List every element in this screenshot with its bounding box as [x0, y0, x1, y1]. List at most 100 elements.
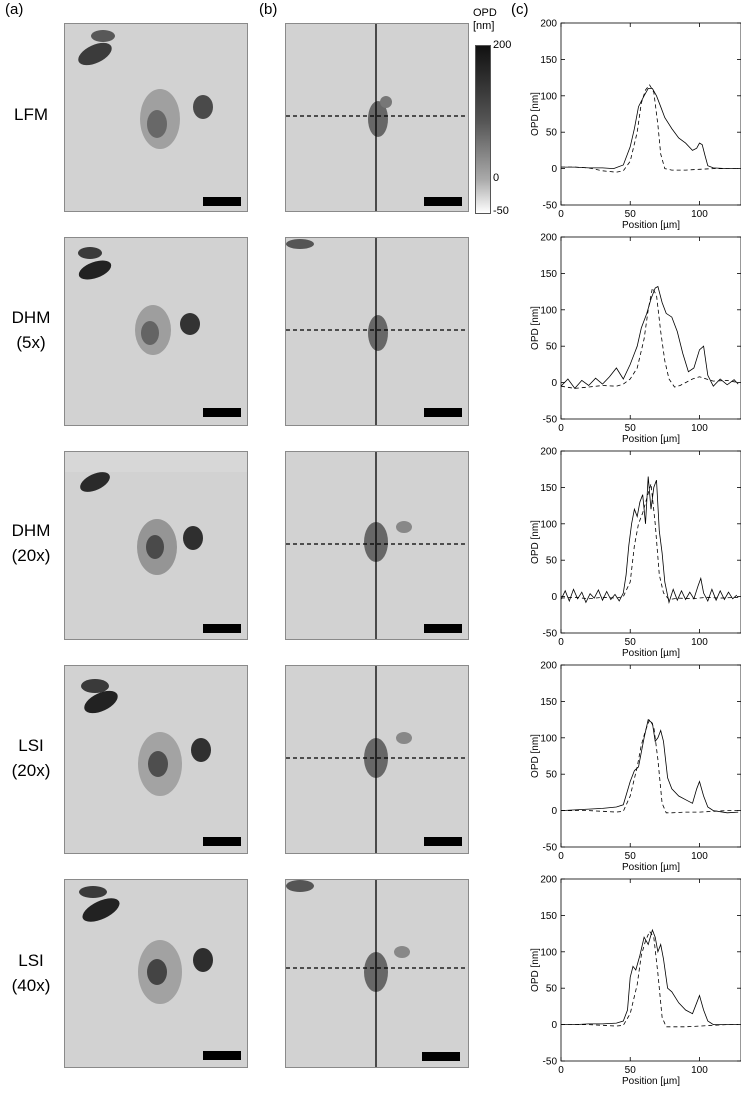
- x-tick-label: 0: [558, 423, 564, 434]
- y-tick-label: 200: [540, 233, 557, 244]
- plot-frame: [560, 878, 741, 1062]
- colorbar: [475, 45, 491, 214]
- image-b-lsi40: [285, 879, 469, 1068]
- colorbar-title-line2: [nm]: [473, 20, 495, 32]
- cell-blob: [82, 898, 120, 922]
- x-tick-label: 50: [625, 637, 637, 648]
- x-tick-label: 100: [691, 1065, 708, 1076]
- y-tick-label: 100: [540, 947, 557, 958]
- row-label-line: (20x): [11, 546, 51, 565]
- dashed-profile-line: [560, 483, 739, 600]
- y-tick-label: 150: [540, 269, 557, 280]
- cell-blob: [368, 101, 388, 137]
- cell-blob: [79, 886, 107, 898]
- scale-bar: [424, 197, 462, 206]
- row-label-line: LFM: [14, 105, 48, 124]
- y-tick-label: 50: [546, 556, 558, 567]
- row-label-line: (20x): [11, 761, 51, 780]
- y-tick-label: 0: [551, 164, 557, 175]
- x-axis-label: Position [µm]: [622, 434, 680, 445]
- x-tick-label: 50: [625, 423, 637, 434]
- x-axis-label: Position [µm]: [622, 220, 680, 231]
- y-tick-label: 150: [540, 483, 557, 494]
- cell-blob: [193, 95, 213, 119]
- y-axis-label: OPD [nm]: [530, 520, 541, 564]
- image-b-dhm20: [285, 451, 469, 640]
- cell-blob: [368, 315, 388, 351]
- y-tick-label: -50: [543, 629, 558, 640]
- cell-blob: [286, 880, 314, 892]
- row-label-line: LSI: [18, 951, 44, 970]
- row-label-line: DHM: [11, 308, 51, 327]
- dashed-profile-line: [561, 84, 739, 173]
- y-tick-label: 0: [551, 1020, 557, 1031]
- x-tick-label: 100: [691, 851, 708, 862]
- image-b-lfm: [285, 23, 469, 212]
- cell-blob: [191, 738, 211, 762]
- cell-blob: [91, 30, 115, 42]
- cell-blob: [180, 313, 200, 335]
- y-tick-label: 100: [540, 305, 557, 316]
- panel-label-b: (b): [259, 1, 278, 18]
- y-axis-label: OPD [nm]: [530, 948, 541, 992]
- x-tick-label: 100: [691, 209, 708, 220]
- scale-bar: [424, 624, 462, 633]
- x-tick-label: 0: [558, 851, 564, 862]
- cell-blob: [146, 535, 164, 559]
- image-b-lsi20: [285, 665, 469, 854]
- scale-bar: [424, 408, 462, 417]
- cell-blob: [286, 239, 314, 249]
- scale-bar: [203, 1051, 241, 1060]
- y-tick-label: -50: [543, 201, 558, 212]
- cell-blob: [183, 526, 203, 550]
- cell-blob: [84, 690, 118, 714]
- y-tick-label: 50: [546, 342, 558, 353]
- y-tick-label: 50: [546, 128, 558, 139]
- solid-profile-line: [560, 718, 739, 814]
- cell-blob: [193, 948, 213, 972]
- row-label-line: LSI: [18, 736, 44, 755]
- cell-blob: [380, 96, 392, 108]
- panel-label-a: (a): [5, 1, 24, 18]
- y-axis-label: OPD [nm]: [530, 306, 541, 350]
- image-a-lfm: [64, 23, 248, 212]
- row-label-dhm20: DHM (20x): [0, 518, 62, 568]
- y-tick-label: 200: [540, 661, 557, 672]
- x-axis-label: Position [µm]: [622, 1076, 680, 1087]
- y-tick-label: 100: [540, 91, 557, 102]
- y-tick-label: -50: [543, 843, 558, 854]
- row-label-line: DHM: [11, 521, 51, 540]
- image-b-dhm5: [285, 237, 469, 426]
- colorbar-title-line1: OPD: [473, 7, 497, 19]
- dashed-profile-line: [561, 718, 739, 814]
- scale-bar: [203, 624, 241, 633]
- plot-frame: [560, 664, 741, 848]
- dashed-profile-line: [561, 930, 739, 1028]
- x-axis-label: Position [µm]: [622, 648, 680, 659]
- cell-blob: [396, 732, 412, 744]
- y-axis-label: OPD [nm]: [530, 734, 541, 778]
- solid-profile-line: [560, 476, 738, 604]
- cell-blob: [80, 472, 110, 492]
- scale-bar: [203, 837, 241, 846]
- row-label-line: (5x): [16, 333, 46, 352]
- y-tick-label: 100: [540, 519, 557, 530]
- row-label-lfm: LFM: [0, 102, 62, 127]
- blank-corner: [65, 452, 247, 472]
- x-tick-label: 0: [558, 1065, 564, 1076]
- colorbar-tick-minus50: -50: [493, 205, 509, 217]
- y-tick-label: 50: [546, 770, 558, 781]
- y-axis-label: OPD [nm]: [530, 92, 541, 136]
- cell-blob: [141, 321, 159, 345]
- image-a-dhm20: [64, 451, 248, 640]
- x-tick-label: 50: [625, 209, 637, 220]
- image-a-dhm5: [64, 237, 248, 426]
- panel-label-c: (c): [511, 1, 529, 18]
- y-tick-label: 200: [540, 19, 557, 30]
- y-tick-label: 200: [540, 447, 557, 458]
- y-tick-label: -50: [543, 1057, 558, 1068]
- x-tick-label: 100: [691, 423, 708, 434]
- cell-blob: [147, 110, 167, 138]
